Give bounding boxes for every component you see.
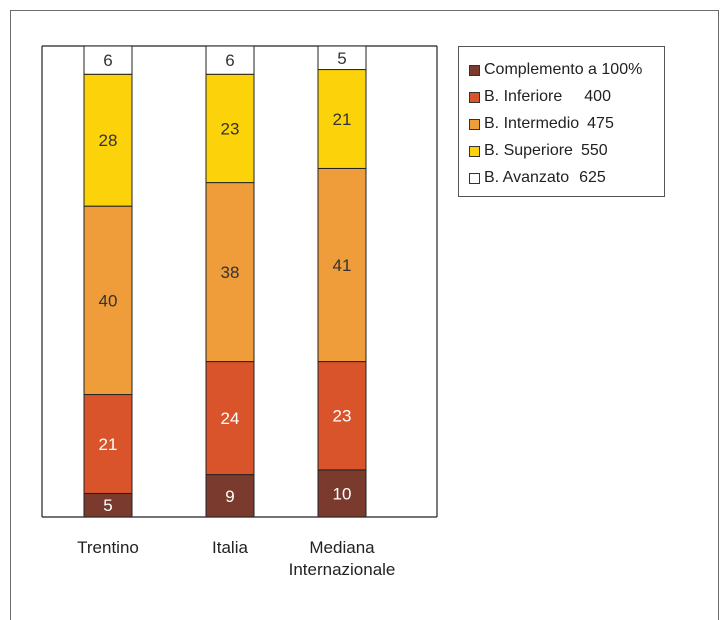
data-label: 6 — [225, 51, 234, 70]
legend-label: B. Inferiore — [484, 88, 563, 105]
legend-swatch — [469, 91, 480, 103]
bar-segment — [317, 361, 367, 471]
bar-segment — [317, 69, 367, 169]
legend-swatch — [469, 118, 480, 130]
legend-swatch — [469, 172, 480, 184]
chart-labels: 5 21 40 28 6 Trentino 9 24 38 23 6 Italia 10 23 41 21 5 M… — [77, 49, 395, 579]
chart-legend: Complemento a 100% B. Inferiore 400 B. In… — [458, 46, 665, 197]
bar-segment — [83, 205, 133, 396]
bar-segment — [83, 73, 133, 207]
legend-label: B. Superiore — [484, 142, 573, 159]
data-label: 23 — [333, 407, 352, 426]
legend-item-superiore: B. Superiore 550 — [469, 142, 608, 160]
bar-segment — [205, 474, 255, 518]
bar-segment — [317, 469, 367, 518]
bar-segment — [317, 167, 367, 363]
data-label: 28 — [99, 131, 118, 150]
chart-frame — [10, 10, 719, 620]
bar-segment — [205, 73, 255, 184]
data-label: 6 — [103, 51, 112, 70]
data-label: 10 — [333, 484, 352, 503]
legend-value: 475 — [587, 115, 614, 132]
data-label: 40 — [99, 291, 118, 310]
legend-swatch — [469, 64, 480, 76]
legend-swatch — [469, 145, 480, 157]
stacked-bar-chart: 5 21 40 28 6 Trentino 9 24 38 23 6 Italia 10 23 41 21 5 M… — [41, 45, 438, 579]
legend-item-avanzato: B. Avanzato 625 — [469, 169, 606, 187]
bar-segment — [83, 394, 133, 494]
data-label: 21 — [99, 435, 118, 454]
legend-item-complemento: Complemento a 100% — [469, 61, 642, 79]
legend-item-intermedio: B. Intermedio 475 — [469, 115, 614, 133]
data-label: 23 — [221, 119, 240, 138]
data-label: 9 — [225, 487, 234, 506]
legend-label: Complemento a 100% — [484, 61, 643, 78]
legend-label: B. Intermedio — [484, 115, 580, 132]
legend-value: 625 — [579, 169, 606, 186]
legend-value: 400 — [584, 88, 611, 105]
data-label: 5 — [103, 496, 112, 515]
legend-value: 550 — [580, 142, 608, 159]
x-tick-label: Internazionale — [289, 560, 396, 579]
bar-segment — [83, 45, 133, 75]
data-label: 21 — [333, 110, 352, 129]
chart-bars — [83, 45, 367, 518]
x-tick-label: Trentino — [77, 538, 139, 557]
x-tick-label: Mediana — [309, 538, 375, 557]
data-label: 38 — [221, 263, 240, 282]
legend-item-inferiore: B. Inferiore 400 — [469, 88, 611, 106]
bar-segment — [205, 45, 255, 75]
legend-label: B. Avanzato — [484, 169, 570, 186]
data-label: 24 — [221, 409, 240, 428]
bar-segment — [317, 45, 367, 71]
data-label: 41 — [333, 256, 352, 275]
data-label: 5 — [337, 49, 346, 68]
x-tick-label: Italia — [212, 538, 248, 557]
